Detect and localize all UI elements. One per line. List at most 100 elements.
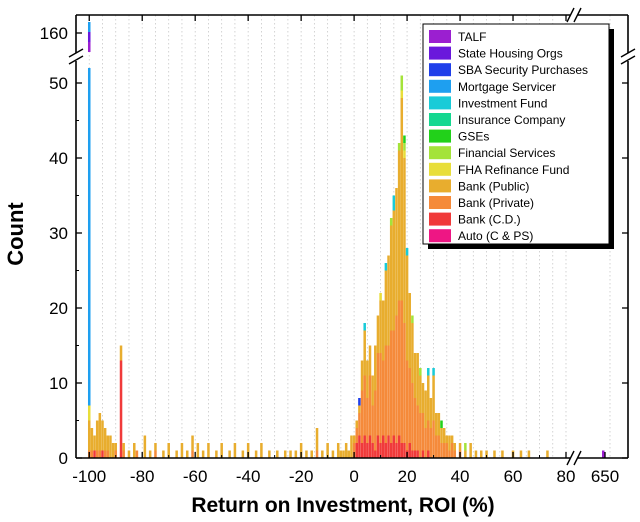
histogram-bar (374, 450, 377, 458)
histogram-bar (347, 450, 351, 458)
histogram-bar (411, 315, 414, 323)
legend-swatch (429, 79, 451, 93)
legend-label: FHA Refinance Fund (458, 163, 569, 177)
histogram-bar (355, 428, 359, 443)
legend-swatch (429, 229, 451, 243)
histogram-bar (403, 143, 406, 151)
histogram-bar (432, 420, 435, 458)
y-axis-break-mark (620, 55, 636, 65)
histogram-bar (392, 435, 396, 458)
histogram-bar (416, 405, 419, 451)
legend-label: Investment Fund (458, 96, 547, 110)
histogram-bar (254, 450, 258, 458)
legend-item: Investment Fund (429, 96, 547, 110)
histogram-bar (432, 375, 435, 421)
legend-swatch (429, 212, 451, 226)
histogram-bar (437, 435, 441, 458)
legend-item: Auto (C & PS) (429, 229, 533, 243)
histogram-bar (191, 450, 194, 458)
histogram-bar (440, 443, 443, 458)
histogram-bar (421, 383, 425, 413)
legend-label: GSEs (458, 130, 489, 144)
x-tick-label: -60 (183, 467, 208, 486)
legend-swatch (429, 146, 451, 160)
histogram-bar (421, 450, 425, 458)
histogram-bar-650 (602, 450, 605, 458)
histogram-bar (87, 420, 91, 451)
histogram-bar-broken-top (87, 32, 91, 42)
x-tick-label: 0 (349, 467, 358, 486)
histogram-bar (358, 405, 361, 413)
histogram-bar (119, 345, 123, 361)
histogram-bar (458, 443, 462, 451)
histogram-bar (133, 443, 136, 458)
histogram-bar (392, 330, 396, 436)
histogram-bar (276, 450, 279, 458)
histogram-bar (87, 405, 91, 421)
legend-item: Bank (C.D.) (429, 212, 521, 227)
histogram-bar (342, 450, 345, 458)
y-tick-label: 10 (49, 374, 68, 393)
histogram-bar (408, 443, 411, 458)
histogram-bar (408, 368, 411, 443)
y-axis-break-mark (68, 48, 84, 58)
histogram-bar (119, 360, 123, 458)
histogram-bar (315, 428, 319, 451)
y-tick-label: 20 (49, 299, 68, 318)
histogram-bar (501, 450, 504, 458)
histogram-bar (397, 150, 401, 301)
histogram-bar (413, 353, 417, 398)
histogram-bar (493, 450, 496, 458)
histogram-bar (321, 450, 324, 458)
histogram-bar (442, 443, 446, 458)
x-tick-label: -40 (236, 467, 261, 486)
histogram-bar (283, 450, 287, 458)
legend-swatch (429, 162, 451, 176)
histogram-bar (122, 443, 125, 451)
histogram-bar (358, 435, 361, 458)
histogram-bar (162, 450, 165, 458)
histogram-bar (371, 443, 374, 458)
legend-label: Auto (C & PS) (458, 229, 533, 243)
histogram-bar (366, 398, 369, 443)
histogram-bar (464, 443, 467, 451)
histogram-bar (416, 353, 419, 406)
y-tick-label: 50 (49, 74, 68, 93)
histogram-bar (363, 375, 366, 436)
x-axis-break-mark (566, 450, 575, 466)
histogram-bar (381, 435, 385, 458)
histogram-bar (546, 450, 549, 458)
legend-label: State Housing Orgs (458, 47, 563, 61)
legend-label: Bank (Public) (458, 179, 529, 193)
x-tick-label: 40 (451, 467, 470, 486)
histogram-bar (400, 98, 404, 301)
histogram-bar (387, 435, 390, 458)
legend-item: Bank (Public) (429, 179, 529, 193)
histogram-bar (405, 255, 409, 361)
histogram-bar (413, 398, 417, 451)
histogram-bar (103, 428, 107, 451)
y-tick-label: 160 (40, 24, 68, 43)
histogram-bars (87, 22, 605, 458)
histogram-bar (268, 450, 271, 458)
histogram-bar (411, 450, 414, 458)
histogram-bar (411, 383, 414, 451)
histogram-bar (445, 443, 449, 458)
y-tick-label: 40 (49, 149, 68, 168)
histogram-bar (384, 263, 388, 271)
histogram-bar (400, 300, 404, 443)
histogram-bar (400, 443, 404, 458)
histogram-bar (427, 420, 430, 451)
histogram-bar (233, 443, 237, 458)
histogram-bar (101, 450, 104, 458)
histogram-bar (109, 435, 112, 458)
x-axis-break-mark (573, 7, 582, 23)
histogram-bar (201, 450, 205, 458)
histogram-bar (437, 413, 441, 436)
legend-swatch (429, 196, 451, 209)
histogram-bar (427, 368, 430, 376)
x-tick-label: -80 (130, 467, 155, 486)
histogram-bar (289, 450, 292, 458)
histogram-bar (368, 435, 372, 458)
